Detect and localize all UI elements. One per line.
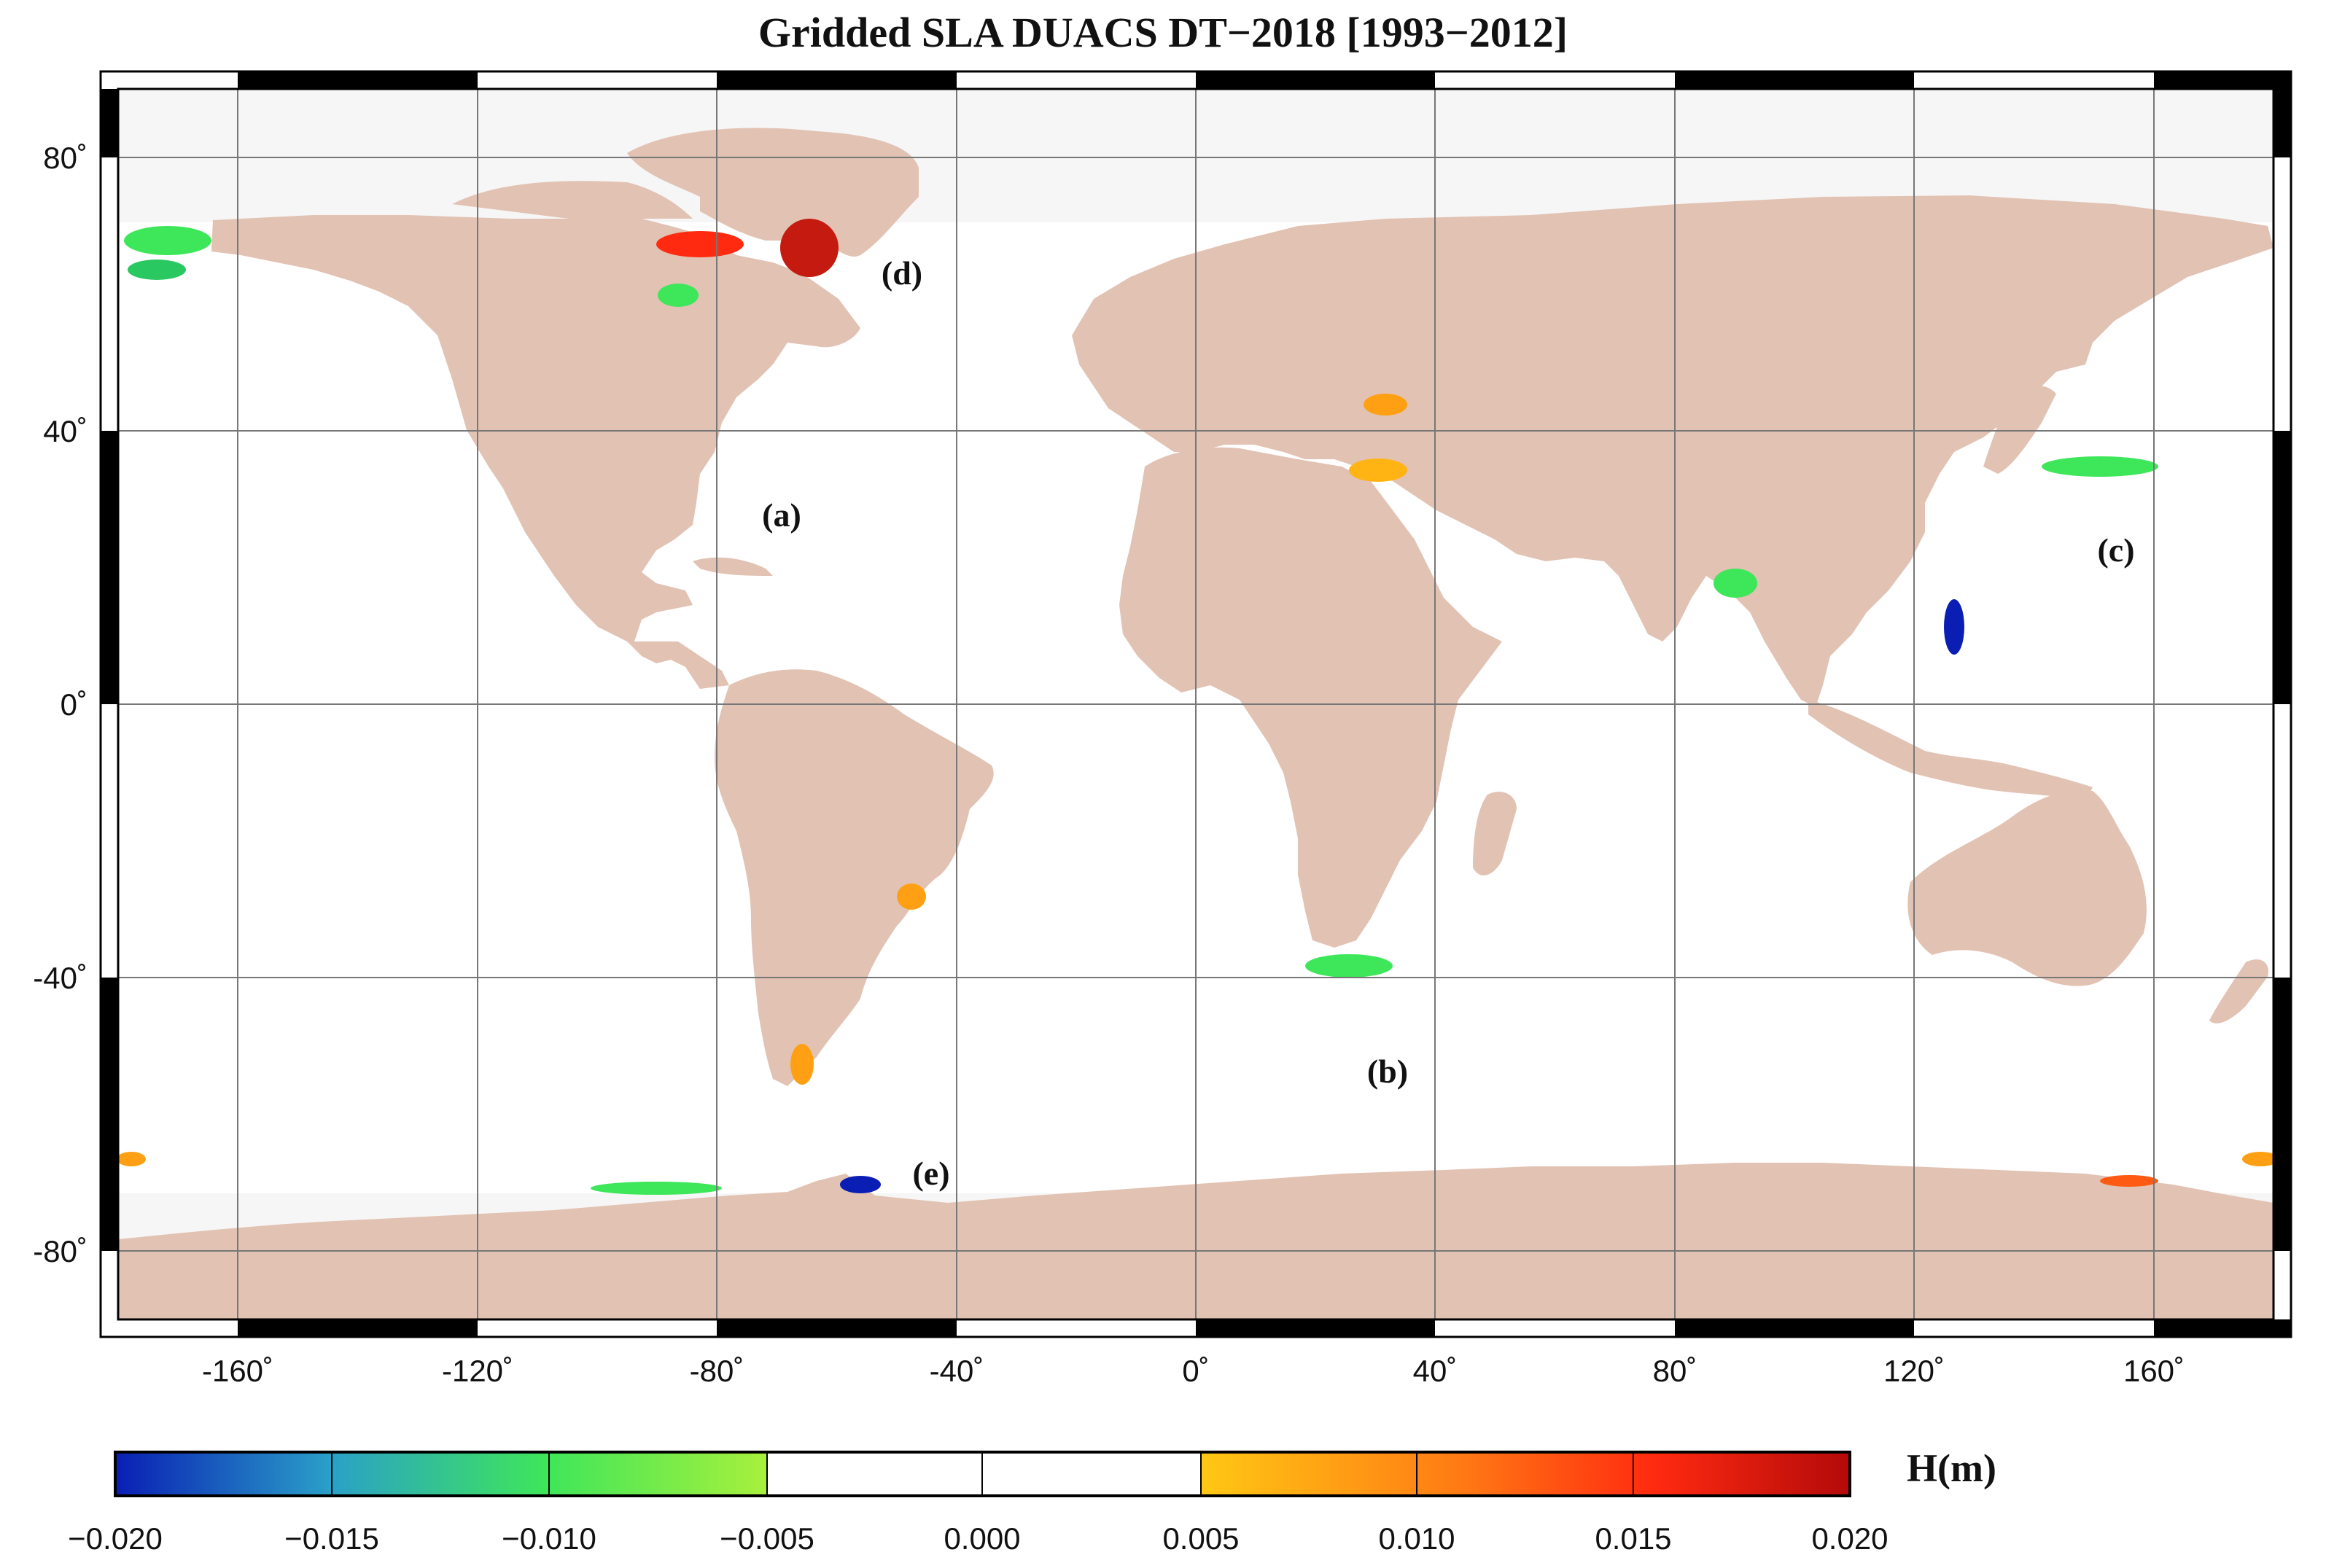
region-label-c: (c): [2097, 531, 2134, 569]
sla-patch-weddell-negative: [591, 1182, 722, 1195]
sla-patch-alaska-negative-2: [128, 260, 186, 280]
colorbar-tick-label: 0.005: [1162, 1521, 1239, 1556]
japan: [1983, 386, 2056, 474]
x-tick-label: -120˚: [442, 1354, 513, 1388]
colorbar: H(m) −0.020 −0.015 −0.010 −0.005 0.000 0…: [68, 1446, 1996, 1556]
north-america: [211, 215, 860, 689]
x-tick-label: 160˚: [2123, 1354, 2185, 1388]
colorbar-tick-label: −0.010: [502, 1521, 596, 1556]
colorbar-tick-label: −0.005: [720, 1521, 814, 1556]
y-tick-label: 80˚: [43, 141, 87, 175]
y-axis-ticks: 80˚ 40˚ 0˚ -40˚ -80˚: [33, 141, 87, 1268]
region-label-b: (b): [1367, 1053, 1408, 1090]
madagascar: [1473, 792, 1517, 875]
sla-patch-caspian-positive: [1364, 394, 1407, 416]
x-tick-label: 0˚: [1182, 1354, 1209, 1388]
region-labels: (a) (b) (c) (d) (e): [762, 254, 2134, 1192]
map-frame: [99, 70, 2292, 1338]
colorbar-tick-label: −0.015: [284, 1521, 379, 1556]
x-tick-label: 80˚: [1653, 1354, 1697, 1388]
colorbar-neutral: [767, 1452, 1201, 1496]
south-america: [715, 669, 994, 1086]
colorbar-unit-label: H(m): [1907, 1446, 1996, 1490]
new-zealand: [2209, 959, 2268, 1023]
region-label-a: (a): [762, 496, 801, 534]
sla-patch-bay-of-bengal-negative: [1714, 569, 1757, 598]
sla-patch-alaska-negative: [124, 226, 211, 255]
sla-patch-west-positive: [118, 1152, 146, 1166]
colorbar-divisions: [331, 1452, 1634, 1496]
sla-patch-japan-negative: [2042, 456, 2158, 477]
indonesia: [1808, 700, 2093, 802]
colorbar-tick-label: 0.010: [1378, 1521, 1455, 1556]
cuba-caribbean: [693, 557, 773, 576]
sla-patch-labrador-positive: [780, 219, 839, 277]
sla-patch-east-positive: [2242, 1152, 2274, 1166]
sla-patch-patagonia-positive: [790, 1044, 814, 1085]
sla-patch-weddell-strong: [840, 1176, 881, 1193]
x-tick-label: -80˚: [690, 1354, 744, 1388]
sla-patch-hudson-negative: [658, 284, 699, 307]
x-tick-label: -160˚: [202, 1354, 273, 1388]
colorbar-tick-label: 0.020: [1811, 1521, 1888, 1556]
graticule: [118, 89, 2274, 1319]
colorbar-tick-label: −0.020: [68, 1521, 163, 1556]
sla-patch-mediterranean-positive: [1349, 459, 1407, 482]
sla-patch-philippines-negative: [1944, 599, 1964, 655]
sla-patch-brazil-positive: [897, 884, 926, 910]
y-tick-label: 0˚: [61, 687, 87, 722]
europe-asia: [1072, 195, 2274, 707]
africa: [1119, 447, 1502, 948]
figure-title: Gridded SLA DUACS DT−2018 [1993−2012]: [758, 9, 1568, 56]
x-axis-ticks: -160˚ -120˚ -80˚ -40˚ 0˚ 40˚ 80˚ 120˚ 16…: [202, 1354, 2185, 1388]
sla-patch-agulhas-negative: [1305, 954, 1393, 978]
sla-patch-ross-positive: [2100, 1175, 2158, 1187]
sla-anomaly-patches: [118, 219, 2274, 1195]
region-label-e: (e): [912, 1155, 949, 1192]
greenland: [627, 128, 919, 257]
colorbar-negative: [115, 1452, 767, 1496]
y-tick-label: -40˚: [33, 961, 87, 995]
x-tick-label: 40˚: [1413, 1354, 1458, 1388]
y-tick-label: 40˚: [43, 414, 87, 448]
sla-patch-canada-positive: [656, 231, 744, 257]
australia: [1907, 789, 2147, 986]
y-tick-label: -80˚: [33, 1234, 87, 1268]
colorbar-positive: [1201, 1452, 1850, 1496]
colorbar-tick-label: 0.015: [1595, 1521, 1671, 1556]
region-label-d: (d): [882, 254, 922, 292]
colorbar-tick-label: 0.000: [944, 1521, 1020, 1556]
x-tick-label: 120˚: [1883, 1354, 1945, 1388]
canadian-arctic: [452, 181, 693, 219]
x-tick-label: -40˚: [930, 1354, 984, 1388]
